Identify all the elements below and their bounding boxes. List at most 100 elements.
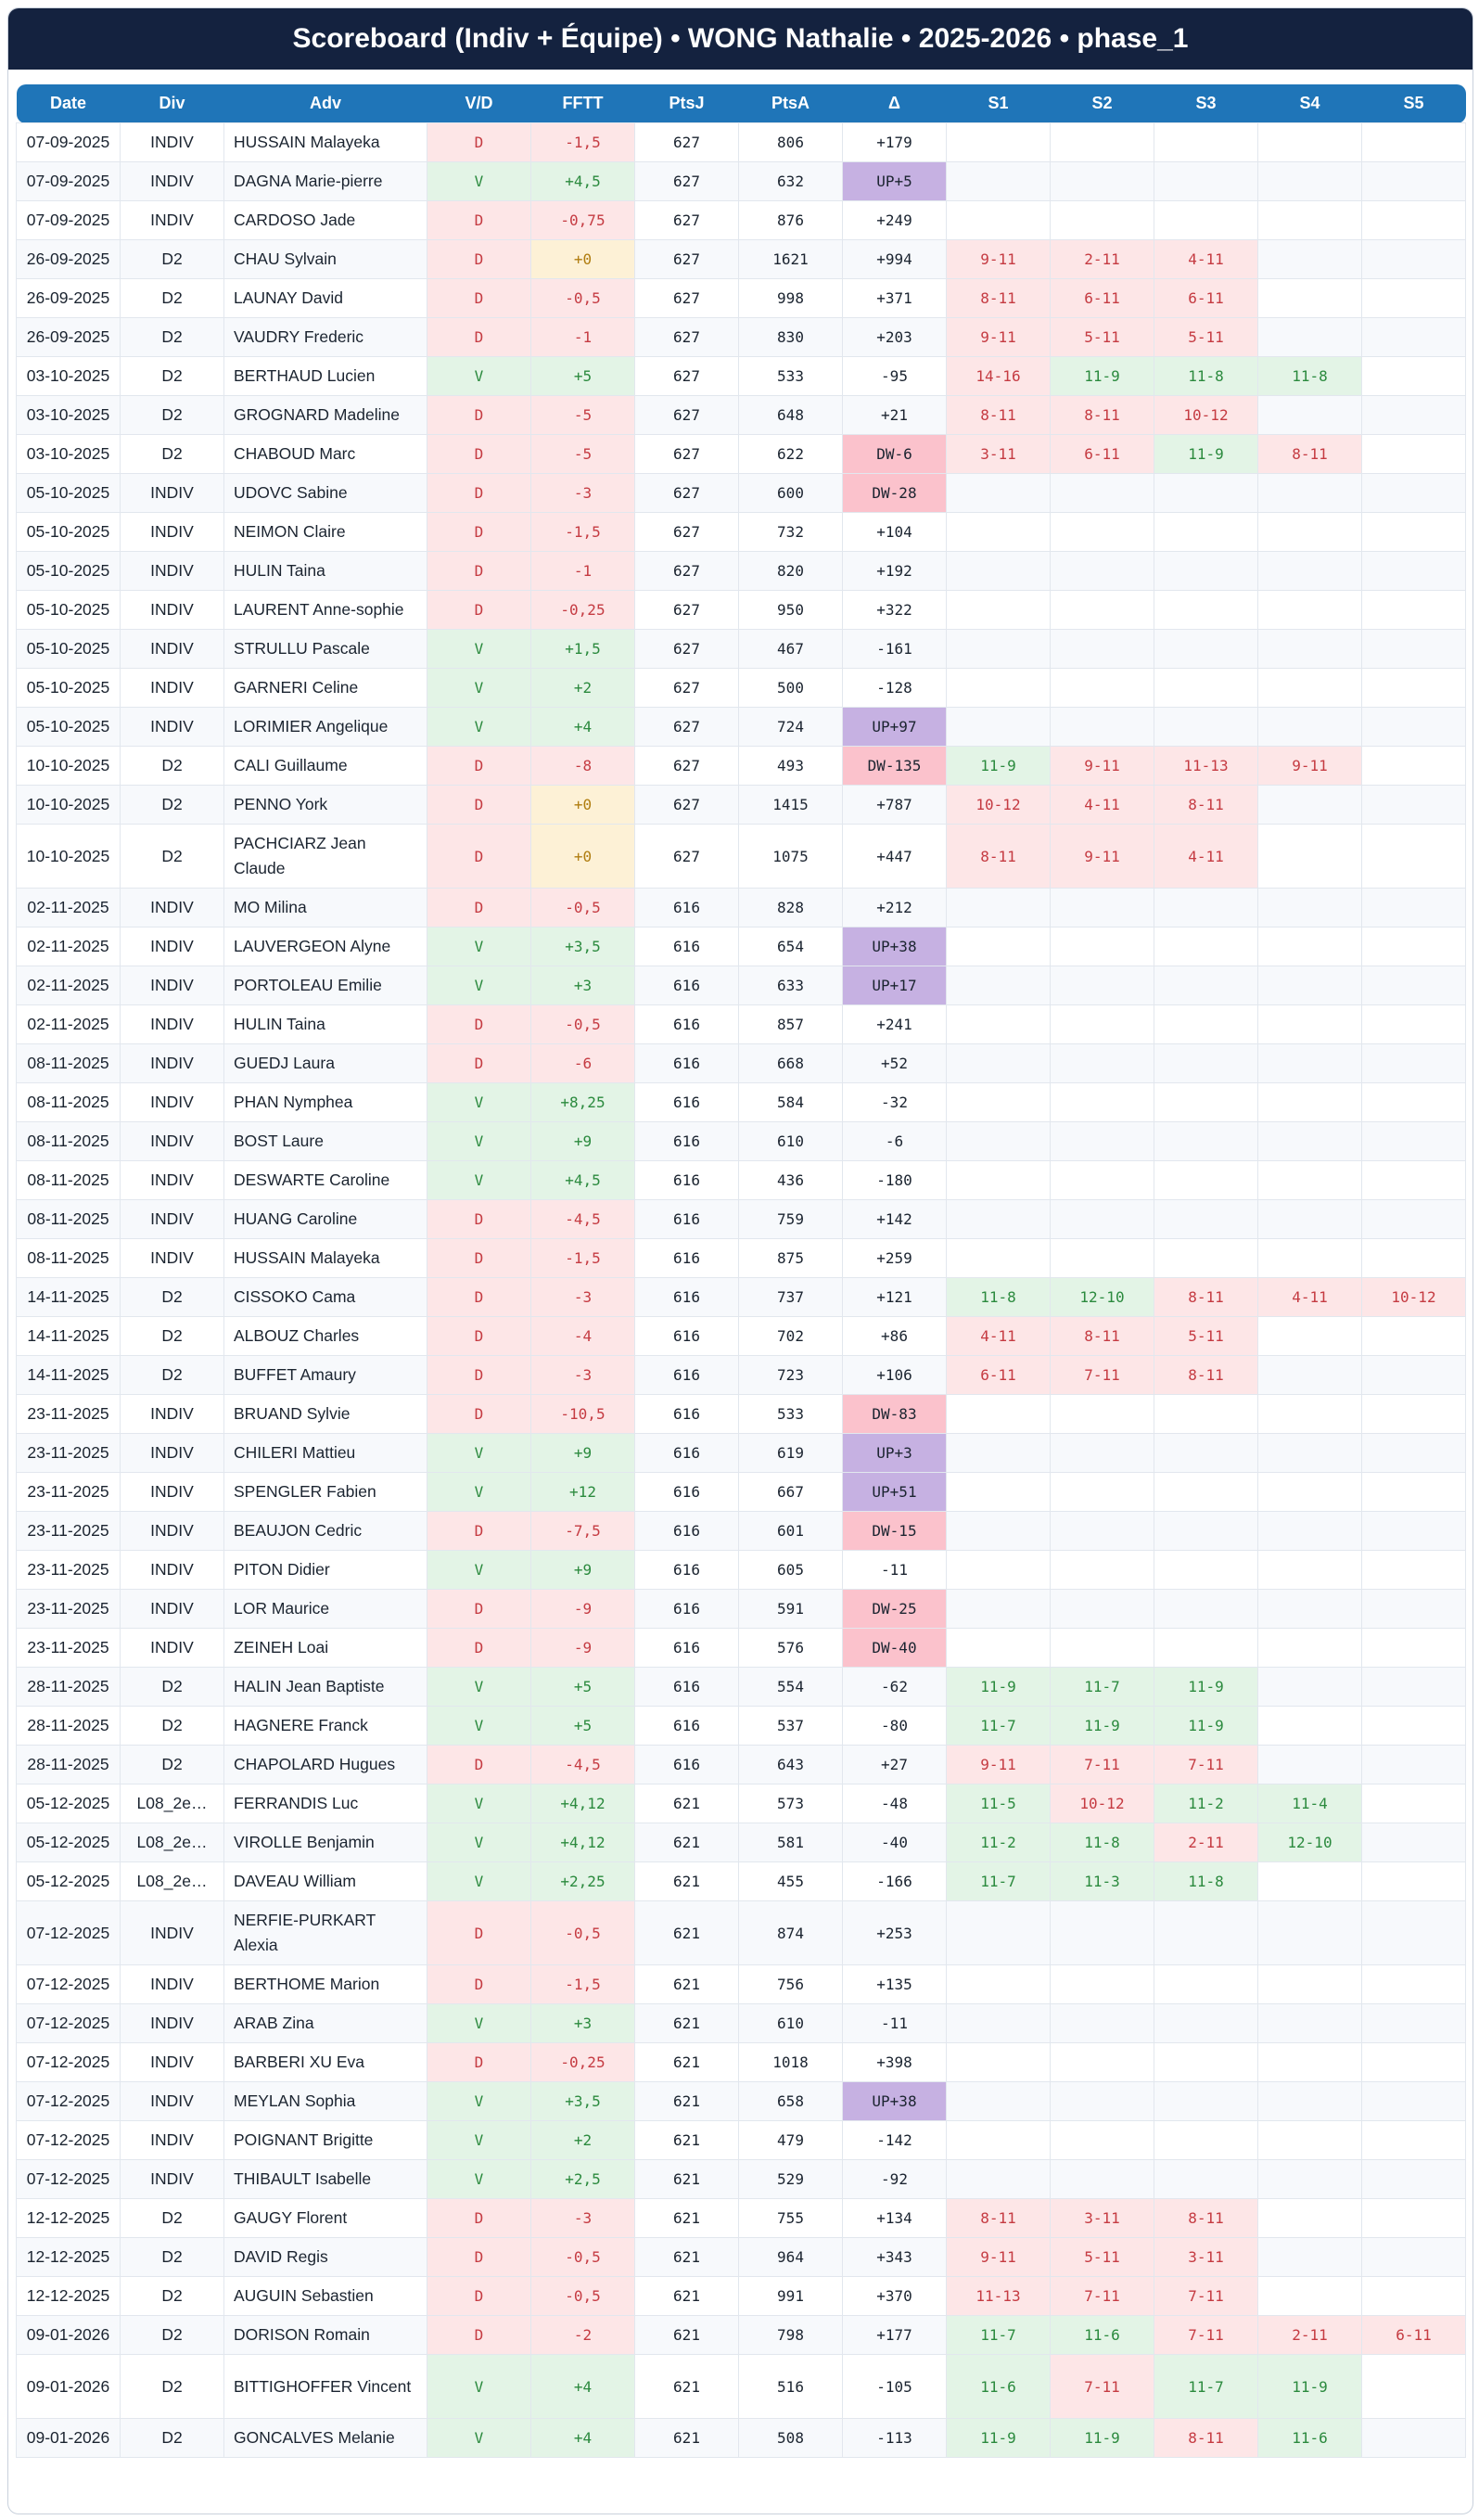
table-row[interactable]: 23-11-2025 INDIV BRUAND Sylvie D -10,5 616 533… <box>16 1394 1466 1434</box>
table-row[interactable]: 08-11-2025 INDIV PHAN Nymphea V +8,25 616 584-… <box>16 1082 1466 1122</box>
column-header-adv[interactable]: Adv <box>223 84 427 123</box>
table-row[interactable]: 07-09-2025 INDIV CARDOSO Jade D -0,75 627 876 +… <box>16 200 1466 240</box>
set-1-cell: 8-11 <box>946 278 1051 318</box>
table-row[interactable]: 23-11-2025 INDIV CHILERI Mattieu V +9 616 619 U… <box>16 1433 1466 1473</box>
table-row[interactable]: 05-10-2025 INDIV STRULLU Pascale V +1,5 627 46… <box>16 629 1466 669</box>
date-cell: 08-11-2025 <box>16 1043 121 1083</box>
table-row[interactable]: 03-10-2025 D2 GROGNARD Madeline D -5 627 648 +2… <box>16 395 1466 435</box>
table-row[interactable]: 08-11-2025 INDIV HUSSAIN Malayeka D -1,5 616 8… <box>16 1238 1466 1278</box>
table-row[interactable]: 07-12-2025 INDIV BERTHOME Marion D -1,5 621 75… <box>16 1964 1466 2004</box>
table-row[interactable]: 07-09-2025 INDIV DAGNA Marie-pierre V +4,5 62… <box>16 161 1466 201</box>
table-row[interactable]: 05-12-2025 L08_2e… FERRANDIS Luc V +4,12 621 5… <box>16 1784 1466 1823</box>
set-4-cell <box>1257 1082 1362 1122</box>
table-row[interactable]: 07-12-2025 INDIV MEYLAN Sophia V +3,5 621 658 U… <box>16 2081 1466 2121</box>
opponent-cell: GAUGY Florent <box>223 2198 427 2238</box>
set-1-cell: 3-11 <box>946 434 1051 474</box>
table-row[interactable]: 28-11-2025 D2 HAGNERE Franck V +5 616 537 -80 11… <box>16 1706 1466 1746</box>
column-header-s4[interactable]: S4 <box>1257 84 1362 123</box>
table-row[interactable]: 23-11-2025 INDIV ZEINEH Loai D -9 616 576 DW-40 <box>16 1628 1466 1668</box>
column-header-div[interactable]: Div <box>120 84 224 123</box>
table-row[interactable]: 26-09-2025 D2 VAUDRY Frederic D -1 627 830 +203… <box>16 317 1466 357</box>
table-row[interactable]: 05-12-2025 L08_2e… VIROLLE Benjamin V +4,12 6… <box>16 1823 1466 1862</box>
set-4-cell: 11-6 <box>1257 2418 1362 2458</box>
table-row[interactable]: 02-11-2025 INDIV HULIN Taina D -0,5 616 857 +24… <box>16 1004 1466 1044</box>
column-header-s5[interactable]: S5 <box>1361 84 1466 123</box>
table-row[interactable]: 14-11-2025 D2 BUFFET Amaury D -3 616 723 +106 6-… <box>16 1355 1466 1395</box>
table-row[interactable]: 05-10-2025 INDIV HULIN Taina D -1 627 820 +192 <box>16 551 1466 591</box>
table-row[interactable]: 02-11-2025 INDIV LAUVERGEON Alyne V +3,5 616 6… <box>16 927 1466 966</box>
result-cell: V <box>427 2159 531 2199</box>
table-row[interactable]: 05-12-2025 L08_2e… DAVEAU William V +2,25 621… <box>16 1861 1466 1901</box>
result-cell: D <box>427 1394 531 1434</box>
table-row[interactable]: 28-11-2025 D2 CHAPOLARD Hugues D -4,5 616 643 +… <box>16 1745 1466 1784</box>
opponent-points-cell: 479 <box>738 2120 843 2160</box>
table-row[interactable]: 08-11-2025 INDIV BOST Laure V +9 616 610 -6 <box>16 1121 1466 1161</box>
player-points-cell: 621 <box>634 1823 739 1862</box>
table-row[interactable]: 09-01-2026 D2 GONCALVES Melanie V +4 621 508 -1… <box>16 2418 1466 2458</box>
table-row[interactable]: 23-11-2025 INDIV LOR Maurice D -9 616 591 DW-25 <box>16 1589 1466 1629</box>
table-row[interactable]: 07-12-2025 INDIV POIGNANT Brigitte V +2 621 47… <box>16 2120 1466 2160</box>
table-row[interactable]: 08-11-2025 INDIV DESWARTE Caroline V +4,5 616… <box>16 1160 1466 1200</box>
table-row[interactable]: 09-01-2026 D2 BITTIGHOFFER Vincent V +4 621 51… <box>16 2354 1466 2419</box>
set-1-cell <box>946 2042 1051 2082</box>
column-header-s3[interactable]: S3 <box>1154 84 1258 123</box>
table-row[interactable]: 05-10-2025 INDIV NEIMON Claire D -1,5 627 732 +… <box>16 512 1466 552</box>
table-row[interactable]: 09-01-2026 D2 DORISON Romain D -2 621 798 +177 1… <box>16 2315 1466 2355</box>
table-row[interactable]: 08-11-2025 INDIV GUEDJ Laura D -6 616 668 +52 <box>16 1043 1466 1083</box>
table-row[interactable]: 05-10-2025 INDIV LAURENT Anne-sophie D -0,25… <box>16 590 1466 630</box>
table-row[interactable]: 03-10-2025 D2 CHABOUD Marc D -5 627 622 DW-6 3-1… <box>16 434 1466 474</box>
table-row[interactable]: 23-11-2025 INDIV BEAUJON Cedric D -7,5 616 601… <box>16 1511 1466 1551</box>
opponent-cell: STRULLU Pascale <box>223 629 427 669</box>
column-header-ptsj[interactable]: PtsJ <box>634 84 739 123</box>
table-row[interactable]: 12-12-2025 D2 AUGUIN Sebastien D -0,5 621 991 +… <box>16 2276 1466 2316</box>
table-row[interactable]: 12-12-2025 D2 DAVID Regis D -0,5 621 964 +343 9-… <box>16 2237 1466 2277</box>
column-header-s2[interactable]: S2 <box>1050 84 1154 123</box>
set-2-cell: 12-10 <box>1050 1277 1154 1317</box>
column-header-s1[interactable]: S1 <box>946 84 1051 123</box>
table-row[interactable]: 07-12-2025 INDIV NERFIE-PURKART Alexia D -0,… <box>16 1900 1466 1965</box>
table-row[interactable]: 10-10-2025 D2 CALI Guillaume D -8 627 493 DW-13… <box>16 746 1466 786</box>
set-5-cell <box>1361 590 1466 630</box>
result-cell: V <box>427 927 531 966</box>
table-row[interactable]: 07-09-2025 INDIV HUSSAIN Malayeka D -1,5 627 8… <box>16 122 1466 162</box>
table-row[interactable]: 02-11-2025 INDIV MO Milina D -0,5 616 828 +212 <box>16 888 1466 927</box>
column-header-date[interactable]: Date <box>16 84 121 123</box>
table-row[interactable]: 07-12-2025 INDIV BARBERI XU Eva D -0,25 621 10… <box>16 2042 1466 2082</box>
set-4-cell <box>1257 590 1362 630</box>
column-header-fftt[interactable]: FFTT <box>530 84 635 123</box>
column-header-delta[interactable]: Δ <box>842 84 947 123</box>
table-row[interactable]: 03-10-2025 D2 BERTHAUD Lucien V +5 627 533 -95 1… <box>16 356 1466 396</box>
table-row[interactable]: 14-11-2025 D2 ALBOUZ Charles D -4 616 702 +86 4-… <box>16 1316 1466 1356</box>
table-row[interactable]: 23-11-2025 INDIV PITON Didier V +9 616 605 -11 <box>16 1550 1466 1590</box>
player-points-cell: 621 <box>634 2120 739 2160</box>
date-cell: 14-11-2025 <box>16 1277 121 1317</box>
date-cell: 12-12-2025 <box>16 2198 121 2238</box>
table-row[interactable]: 10-10-2025 D2 PENNO York D +0 627 1415 +787 10-1… <box>16 785 1466 825</box>
player-points-cell: 627 <box>634 200 739 240</box>
opponent-points-cell: 648 <box>738 395 843 435</box>
table-row[interactable]: 05-10-2025 INDIV LORIMIER Angelique V +4 627 7… <box>16 707 1466 747</box>
table-row[interactable]: 26-09-2025 D2 CHAU Sylvain D +0 627 1621 +994 9-… <box>16 239 1466 279</box>
table-row[interactable]: 28-11-2025 D2 HALIN Jean Baptiste V +5 616 554… <box>16 1667 1466 1707</box>
table-row[interactable]: 23-11-2025 INDIV SPENGLER Fabien V +12 616 667… <box>16 1472 1466 1512</box>
set-1-cell <box>946 2159 1051 2199</box>
opponent-points-cell: 467 <box>738 629 843 669</box>
column-header-vd[interactable]: V/D <box>427 84 531 123</box>
table-row[interactable]: 05-10-2025 INDIV UDOVC Sabine D -3 627 600 DW-2… <box>16 473 1466 513</box>
column-header-ptsa[interactable]: PtsA <box>738 84 843 123</box>
set-5-cell <box>1361 1745 1466 1784</box>
table-row[interactable]: 26-09-2025 D2 LAUNAY David D -0,5 627 998 +371 8… <box>16 278 1466 318</box>
opponent-points-cell: 991 <box>738 2276 843 2316</box>
div-cell: D2 <box>120 239 224 279</box>
table-row[interactable]: 12-12-2025 D2 GAUGY Florent D -3 621 755 +134 8-… <box>16 2198 1466 2238</box>
fftt-points-cell: -10,5 <box>530 1394 635 1434</box>
opponent-points-cell: 1018 <box>738 2042 843 2082</box>
opponent-cell: UDOVC Sabine <box>223 473 427 513</box>
table-row[interactable]: 07-12-2025 INDIV ARAB Zina V +3 621 610 -11 <box>16 2003 1466 2043</box>
table-row[interactable]: 07-12-2025 INDIV THIBAULT Isabelle V +2,5 621… <box>16 2159 1466 2199</box>
table-row[interactable]: 14-11-2025 D2 CISSOKO Cama D -3 616 737 +121 11-… <box>16 1277 1466 1317</box>
table-row[interactable]: 05-10-2025 INDIV GARNERI Celine V +2 627 500 -1… <box>16 668 1466 708</box>
table-row[interactable]: 08-11-2025 INDIV HUANG Caroline D -4,5 616 759… <box>16 1199 1466 1239</box>
table-row[interactable]: 10-10-2025 D2 PACHCIARZ Jean Claude D +0 627 1… <box>16 824 1466 889</box>
table-row[interactable]: 02-11-2025 INDIV PORTOLEAU Emilie V +3 616 633… <box>16 966 1466 1005</box>
